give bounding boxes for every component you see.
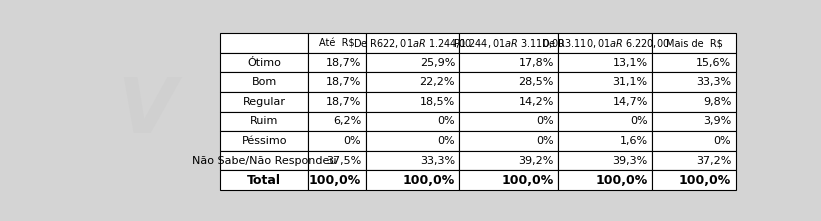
Bar <box>558 170 652 190</box>
Bar <box>308 72 365 92</box>
Bar <box>460 170 558 190</box>
Text: 33,3%: 33,3% <box>696 77 732 87</box>
Text: 14,2%: 14,2% <box>519 97 554 107</box>
Text: Não Sabe/Não Respondeu: Não Sabe/Não Respondeu <box>192 156 337 166</box>
Text: Ruim: Ruim <box>250 116 278 126</box>
Bar <box>652 33 736 53</box>
Bar <box>365 92 460 112</box>
Text: V: V <box>423 75 482 149</box>
Text: V: V <box>117 75 177 149</box>
Text: 100,0%: 100,0% <box>595 174 648 187</box>
Text: R$ 1.244,01 a R$ 3.110,00: R$ 1.244,01 a R$ 3.110,00 <box>453 37 565 50</box>
Text: 18,7%: 18,7% <box>326 58 361 68</box>
Bar <box>652 112 736 131</box>
Text: 33,3%: 33,3% <box>420 156 455 166</box>
Bar <box>220 53 308 72</box>
Bar <box>558 33 652 53</box>
Text: Ótimo: Ótimo <box>247 58 281 68</box>
Text: 3,9%: 3,9% <box>703 116 732 126</box>
Text: Até  R$: Até R$ <box>319 38 355 48</box>
Text: 28,5%: 28,5% <box>519 77 554 87</box>
Text: 100,0%: 100,0% <box>502 174 554 187</box>
Text: 0%: 0% <box>713 136 732 146</box>
Text: 17,8%: 17,8% <box>519 58 554 68</box>
Text: Mais de  R$: Mais de R$ <box>666 38 722 48</box>
Text: 18,7%: 18,7% <box>326 77 361 87</box>
Text: 31,1%: 31,1% <box>612 77 648 87</box>
Text: De R$ 3.110,01 a R$ 6.220,00: De R$ 3.110,01 a R$ 6.220,00 <box>541 37 670 50</box>
Bar <box>652 131 736 151</box>
Bar <box>365 131 460 151</box>
Text: 39,2%: 39,2% <box>519 156 554 166</box>
Text: 100,0%: 100,0% <box>679 174 732 187</box>
Text: 15,6%: 15,6% <box>696 58 732 68</box>
Text: 18,7%: 18,7% <box>326 97 361 107</box>
Bar <box>460 53 558 72</box>
Bar <box>365 33 460 53</box>
Bar <box>460 33 558 53</box>
Bar <box>220 33 308 53</box>
Bar <box>558 72 652 92</box>
Bar <box>652 53 736 72</box>
Bar <box>460 112 558 131</box>
Text: Regular: Regular <box>243 97 286 107</box>
Text: 22,2%: 22,2% <box>420 77 455 87</box>
Bar <box>460 92 558 112</box>
Bar <box>308 53 365 72</box>
Bar <box>365 151 460 170</box>
Bar <box>220 112 308 131</box>
Text: 9,8%: 9,8% <box>703 97 732 107</box>
Bar <box>365 53 460 72</box>
Text: 0%: 0% <box>438 136 455 146</box>
Bar <box>652 72 736 92</box>
Bar <box>460 151 558 170</box>
Bar <box>558 53 652 72</box>
Text: 6,2%: 6,2% <box>333 116 361 126</box>
Text: De R$ 622,01 a R$ 1.244,00: De R$ 622,01 a R$ 1.244,00 <box>353 37 472 50</box>
Bar <box>558 151 652 170</box>
Bar <box>220 170 308 190</box>
Bar <box>220 151 308 170</box>
Text: Total: Total <box>247 174 281 187</box>
Text: Bom: Bom <box>251 77 277 87</box>
Text: 1,6%: 1,6% <box>620 136 648 146</box>
Text: Péssimo: Péssimo <box>241 136 287 146</box>
Bar <box>652 170 736 190</box>
Text: 18,5%: 18,5% <box>420 97 455 107</box>
Text: 100,0%: 100,0% <box>403 174 455 187</box>
Text: 0%: 0% <box>536 136 554 146</box>
Text: 25,9%: 25,9% <box>420 58 455 68</box>
Bar <box>308 151 365 170</box>
Bar <box>308 170 365 190</box>
Bar <box>652 92 736 112</box>
Text: 0%: 0% <box>631 116 648 126</box>
Text: 37,2%: 37,2% <box>696 156 732 166</box>
Bar <box>220 131 308 151</box>
Text: 0%: 0% <box>438 116 455 126</box>
Bar <box>558 131 652 151</box>
Bar <box>220 92 308 112</box>
Bar <box>308 92 365 112</box>
Text: 37,5%: 37,5% <box>326 156 361 166</box>
Text: 39,3%: 39,3% <box>612 156 648 166</box>
Bar <box>460 131 558 151</box>
Bar <box>308 112 365 131</box>
Bar <box>365 72 460 92</box>
Bar <box>365 170 460 190</box>
Text: 14,7%: 14,7% <box>612 97 648 107</box>
Bar <box>308 131 365 151</box>
Text: 0%: 0% <box>344 136 361 146</box>
Bar <box>308 33 365 53</box>
Bar <box>558 112 652 131</box>
Bar <box>652 151 736 170</box>
Text: 13,1%: 13,1% <box>612 58 648 68</box>
Text: 100,0%: 100,0% <box>309 174 361 187</box>
Text: 0%: 0% <box>536 116 554 126</box>
Bar <box>460 72 558 92</box>
Bar <box>220 72 308 92</box>
Bar <box>558 92 652 112</box>
Bar <box>365 112 460 131</box>
